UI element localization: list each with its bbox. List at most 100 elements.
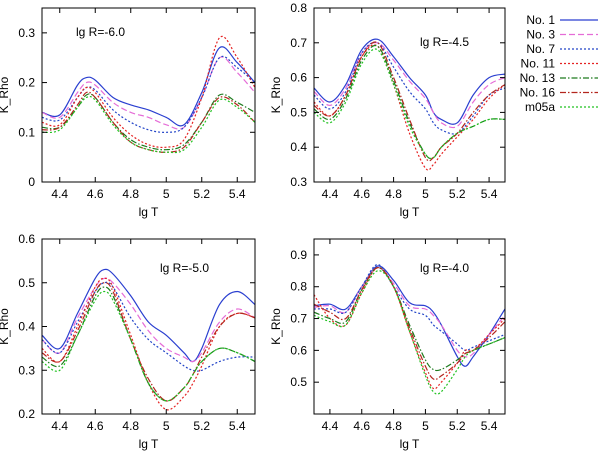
x-tick-label: 4.8 xyxy=(385,187,402,201)
x-tick-label: 4.4 xyxy=(51,187,68,201)
series-line-no-3 xyxy=(42,277,255,363)
x-tick-label: 4.8 xyxy=(122,419,139,433)
y-tick-label: 0 xyxy=(28,175,35,189)
x-axis-label: lg T xyxy=(139,205,159,219)
series-line-no-11 xyxy=(314,44,505,171)
chart-panel-2: 4.4 4.6 4.8 5 5.2 5.4 0.3 0.4 0.5 0.6 0.7 0.8 lg T K_… xyxy=(269,1,506,219)
legend-label: No. 7 xyxy=(526,42,555,56)
y-tick-label: 0.1 xyxy=(18,125,35,139)
plot-frame xyxy=(41,238,256,415)
series-line-no-7 xyxy=(314,263,505,352)
x-tick-label: 5.4 xyxy=(481,419,498,433)
legend-label: No. 3 xyxy=(526,28,555,42)
x-tick-label: 5.2 xyxy=(449,187,466,201)
y-tick-label: 0.4 xyxy=(18,320,35,334)
x-tick-label: 4.8 xyxy=(385,419,402,433)
y-tick-label: 0.2 xyxy=(18,76,35,90)
series-line-no-13 xyxy=(314,267,505,372)
y-tick-label: 0.8 xyxy=(290,280,307,294)
series-line-no-16 xyxy=(42,282,255,402)
x-tick-label: 5 xyxy=(163,419,170,433)
series-line-no-3 xyxy=(314,267,505,358)
y-tick-label: 0.3 xyxy=(18,26,35,40)
x-tick-label: 4.8 xyxy=(122,187,139,201)
y-tick-label: 0.6 xyxy=(290,343,307,357)
x-tick-label: 4.6 xyxy=(353,187,370,201)
x-tick-label: 5 xyxy=(163,187,170,201)
series-group xyxy=(42,268,255,411)
y-tick-label: 0.3 xyxy=(290,175,307,189)
y-tick-label: 0.5 xyxy=(18,276,35,290)
y-tick-label: 0.6 xyxy=(290,71,307,85)
x-tick-label: 4.4 xyxy=(322,419,339,433)
x-tick-label: 4.4 xyxy=(51,419,68,433)
y-axis-label: K_Rho xyxy=(269,308,283,345)
legend-label: No. 11 xyxy=(521,57,556,71)
series-group xyxy=(314,38,505,171)
x-axis-label: lg T xyxy=(139,437,159,451)
y-axis-label: K_Rho xyxy=(0,308,11,345)
panel-annotation: lg R=-4.0 xyxy=(420,261,469,275)
panel-annotation: lg R=-6.0 xyxy=(76,25,125,39)
chart-panel-1: 4.4 4.6 4.8 5 5.2 5.4 0 0.1 0.2 0.3 lg T K_Rho lg R=… xyxy=(0,7,256,219)
y-tick-label: 0.7 xyxy=(290,36,307,50)
series-line-m05a xyxy=(42,290,255,402)
series-line-no-13 xyxy=(314,44,505,160)
x-tick-label: 5 xyxy=(422,187,429,201)
series-line-no-16 xyxy=(42,91,255,153)
x-tick-label: 4.6 xyxy=(87,187,104,201)
x-tick-label: 4.6 xyxy=(353,419,370,433)
series-line-no-3 xyxy=(314,41,505,129)
series-line-no-1 xyxy=(314,265,505,367)
plot-frame xyxy=(41,7,256,183)
y-tick-label: 0.4 xyxy=(290,140,307,154)
series-line-no-11 xyxy=(42,277,255,411)
panel-annotation: lg R=-4.5 xyxy=(420,35,469,49)
plot-frame xyxy=(313,238,506,415)
series-line-no-1 xyxy=(42,268,255,363)
y-tick-label: 0.6 xyxy=(18,232,35,246)
legend-label: m05a xyxy=(525,100,555,114)
series-line-no-11 xyxy=(314,266,505,390)
legend-label: No. 1 xyxy=(526,13,555,27)
legend-label: No. 13 xyxy=(520,71,556,85)
y-tick-label: 0.5 xyxy=(290,375,307,389)
series-line-no-1 xyxy=(42,46,255,127)
x-tick-label: 5.2 xyxy=(449,419,466,433)
y-tick-label: 0.5 xyxy=(290,105,307,119)
x-tick-label: 5.2 xyxy=(193,187,210,201)
y-tick-label: 0.2 xyxy=(18,407,35,421)
series-line-no-16 xyxy=(314,41,505,162)
y-tick-label: 0.9 xyxy=(290,248,307,262)
x-tick-label: 4.6 xyxy=(87,419,104,433)
series-line-m05a xyxy=(314,270,505,395)
y-tick-label: 0.8 xyxy=(290,1,307,15)
chart-panel-3: 4.4 4.6 4.8 5 5.2 5.4 0.2 0.3 0.4 0.5 0.6 lg T K_Rho… xyxy=(0,232,256,451)
series-group xyxy=(42,35,255,154)
y-axis-label: K_Rho xyxy=(0,76,11,113)
x-tick-label: 5.2 xyxy=(193,419,210,433)
series-group xyxy=(314,263,505,395)
x-tick-label: 5.4 xyxy=(229,187,246,201)
series-line-no-1 xyxy=(314,38,505,125)
series-line-m05a xyxy=(42,95,255,154)
x-axis-label: lg T xyxy=(400,205,420,219)
x-tick-label: 5.4 xyxy=(229,419,246,433)
series-line-no-3 xyxy=(42,56,255,130)
y-axis-label: K_Rho xyxy=(269,76,283,113)
y-tick-label: 0.7 xyxy=(290,312,307,326)
legend-label: No. 16 xyxy=(520,86,556,100)
x-axis-label: lg T xyxy=(400,437,420,451)
chart-panel-4: 4.4 4.6 4.8 5 5.2 5.4 0.5 0.6 0.7 0.8 0.9 lg T K_Rho… xyxy=(269,238,506,451)
series-line-no-11 xyxy=(42,35,255,149)
plot-frame xyxy=(313,7,506,183)
series-line-no-7 xyxy=(314,41,505,135)
series-line-m05a xyxy=(314,48,505,160)
x-tick-label: 5 xyxy=(422,419,429,433)
x-tick-label: 4.4 xyxy=(322,187,339,201)
y-tick-label: 0.3 xyxy=(18,363,35,377)
series-line-no-7 xyxy=(42,281,255,372)
panel-annotation: lg R=-5.0 xyxy=(160,261,209,275)
